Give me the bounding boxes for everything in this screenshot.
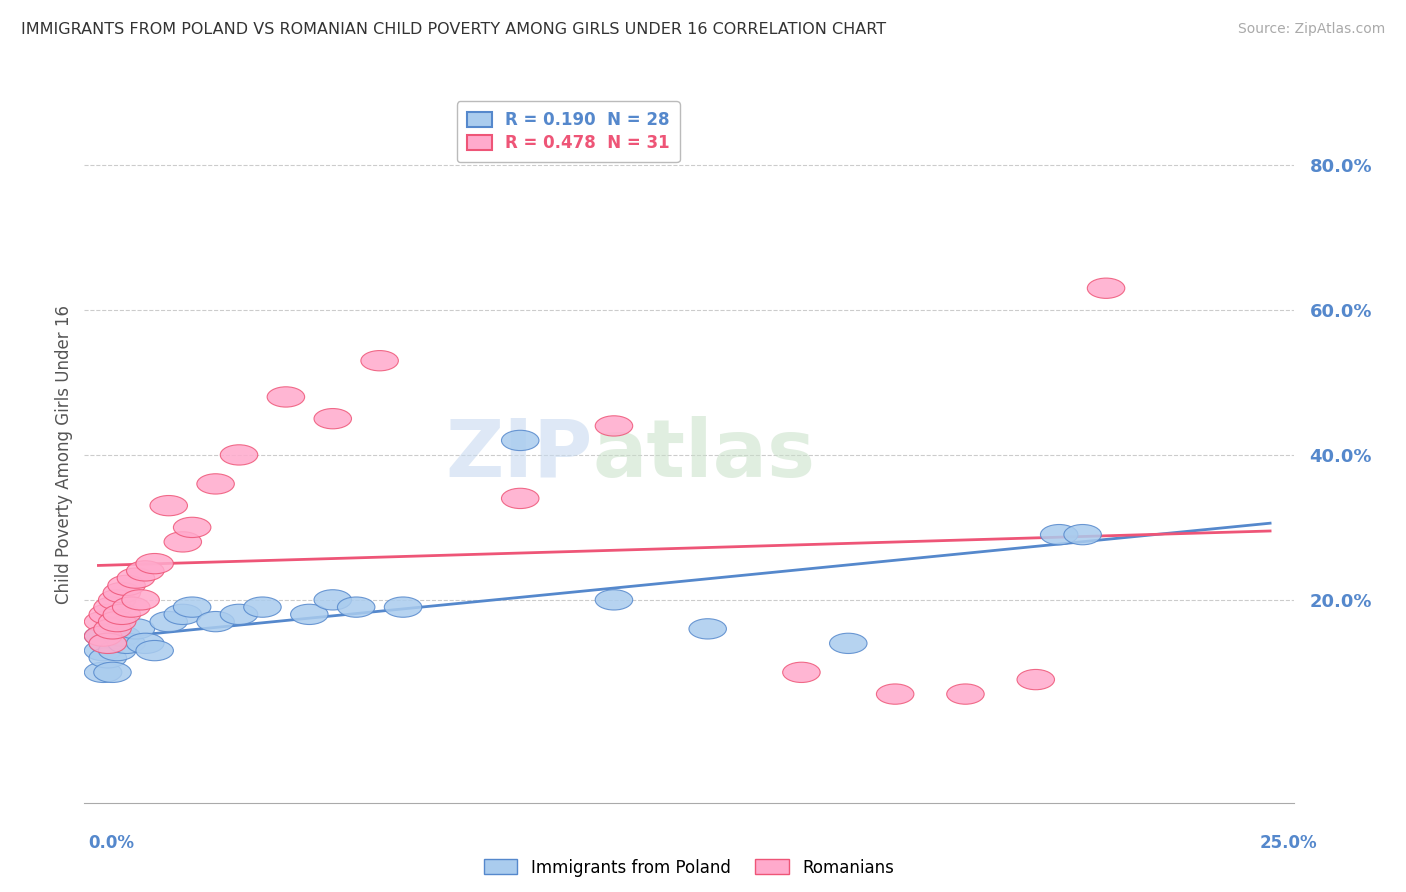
Ellipse shape <box>122 590 159 610</box>
Ellipse shape <box>689 619 727 639</box>
Ellipse shape <box>94 619 131 639</box>
Ellipse shape <box>783 662 820 682</box>
Ellipse shape <box>165 532 201 552</box>
Ellipse shape <box>150 496 187 516</box>
Ellipse shape <box>117 568 155 589</box>
Ellipse shape <box>136 553 173 574</box>
Ellipse shape <box>1087 278 1125 298</box>
Ellipse shape <box>84 626 122 646</box>
Ellipse shape <box>98 612 136 632</box>
Ellipse shape <box>84 612 122 632</box>
Ellipse shape <box>1064 524 1101 545</box>
Ellipse shape <box>136 640 173 661</box>
Ellipse shape <box>595 590 633 610</box>
Ellipse shape <box>337 597 375 617</box>
Ellipse shape <box>127 633 165 654</box>
Ellipse shape <box>291 604 328 624</box>
Ellipse shape <box>502 430 538 450</box>
Ellipse shape <box>89 633 127 654</box>
Ellipse shape <box>84 640 122 661</box>
Ellipse shape <box>112 597 150 617</box>
Ellipse shape <box>243 597 281 617</box>
Ellipse shape <box>94 662 131 682</box>
Ellipse shape <box>108 633 145 654</box>
Text: 25.0%: 25.0% <box>1260 834 1317 852</box>
Ellipse shape <box>98 590 136 610</box>
Ellipse shape <box>84 662 122 682</box>
Ellipse shape <box>117 619 155 639</box>
Text: atlas: atlas <box>592 416 815 494</box>
Ellipse shape <box>221 445 257 465</box>
Ellipse shape <box>876 684 914 705</box>
Ellipse shape <box>89 633 127 654</box>
Ellipse shape <box>89 648 127 668</box>
Ellipse shape <box>314 409 352 429</box>
Ellipse shape <box>150 612 187 632</box>
Ellipse shape <box>103 604 141 624</box>
Ellipse shape <box>98 640 136 661</box>
Text: ZIP: ZIP <box>444 416 592 494</box>
Ellipse shape <box>1040 524 1078 545</box>
Ellipse shape <box>502 488 538 508</box>
Ellipse shape <box>361 351 398 371</box>
Legend: Immigrants from Poland, Romanians: Immigrants from Poland, Romanians <box>475 850 903 885</box>
Ellipse shape <box>165 604 201 624</box>
Y-axis label: Child Poverty Among Girls Under 16: Child Poverty Among Girls Under 16 <box>55 305 73 605</box>
Ellipse shape <box>595 416 633 436</box>
Ellipse shape <box>1017 669 1054 690</box>
Ellipse shape <box>197 612 235 632</box>
Ellipse shape <box>946 684 984 705</box>
Ellipse shape <box>221 604 257 624</box>
Ellipse shape <box>94 597 131 617</box>
Ellipse shape <box>314 590 352 610</box>
Text: IMMIGRANTS FROM POLAND VS ROMANIAN CHILD POVERTY AMONG GIRLS UNDER 16 CORRELATIO: IMMIGRANTS FROM POLAND VS ROMANIAN CHILD… <box>21 22 886 37</box>
Ellipse shape <box>103 626 141 646</box>
Ellipse shape <box>173 597 211 617</box>
Ellipse shape <box>103 582 141 603</box>
Text: 0.0%: 0.0% <box>89 834 135 852</box>
Ellipse shape <box>384 597 422 617</box>
Ellipse shape <box>197 474 235 494</box>
Ellipse shape <box>267 387 305 407</box>
Ellipse shape <box>127 561 165 581</box>
Text: Source: ZipAtlas.com: Source: ZipAtlas.com <box>1237 22 1385 37</box>
Ellipse shape <box>84 626 122 646</box>
Ellipse shape <box>108 575 145 596</box>
Ellipse shape <box>173 517 211 538</box>
Ellipse shape <box>830 633 868 654</box>
Ellipse shape <box>89 604 127 624</box>
